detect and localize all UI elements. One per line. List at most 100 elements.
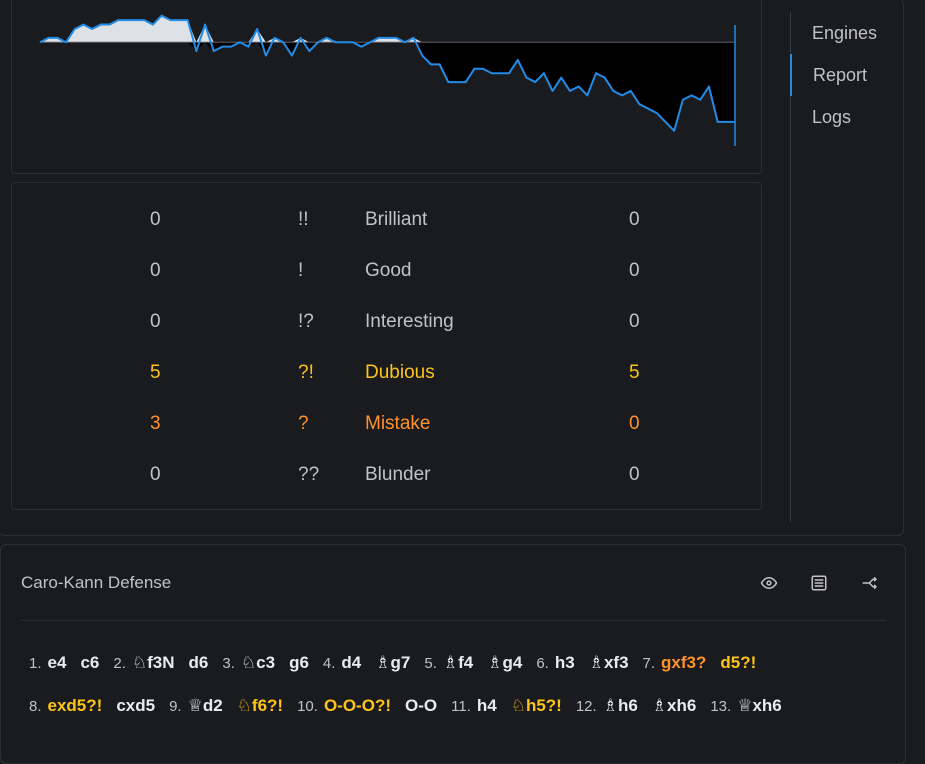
side-tabs: Engines Report Logs — [790, 12, 901, 522]
annotation-label: Good — [365, 260, 412, 281]
piece-icon: ♗ — [442, 653, 459, 672]
move[interactable]: ♗xf3 — [589, 653, 629, 672]
move[interactable]: h3 — [555, 653, 575, 672]
move[interactable]: d6 — [189, 653, 209, 672]
move[interactable]: O-O — [405, 696, 437, 715]
move[interactable]: e4 — [48, 653, 67, 672]
report-row-blunder: 0?? Blunder 0 — [12, 460, 761, 490]
annotation-label: Interesting — [365, 311, 454, 332]
annotation-symbol: !? — [298, 311, 314, 332]
move-san: h3 — [554, 653, 575, 672]
move[interactable]: ♘c3 — [241, 653, 275, 672]
white-count: 5 — [150, 362, 161, 383]
move[interactable]: c6 — [80, 653, 99, 672]
move[interactable]: gxf3? — [661, 653, 706, 672]
annotation-label: Blunder — [365, 464, 431, 485]
white-count: 3 — [150, 413, 161, 434]
move-number: 3. — [222, 655, 235, 672]
move[interactable]: h4 — [477, 696, 497, 715]
piece-icon: ♘ — [131, 653, 148, 672]
move-san: d5?! — [720, 653, 757, 672]
move-number: 9. — [169, 698, 182, 715]
move-san: c3 — [256, 653, 276, 672]
piece-icon: ♗ — [588, 653, 604, 672]
white-count: 0 — [150, 260, 161, 281]
move-number: 2. — [113, 655, 126, 672]
game-notation-panel: Caro-Kann Defense 1. e4 c6 2. ♘f3N d6 3. ♘c3 g6 4… — [0, 544, 906, 764]
move[interactable]: ♗xh6 — [652, 696, 697, 715]
move[interactable]: cxd5 — [116, 696, 155, 715]
report-row-brilliant: 0!! Brilliant 0 — [12, 205, 761, 235]
move-san: O-O — [405, 696, 438, 715]
move[interactable]: ♕d2 — [188, 696, 223, 715]
tab-engines[interactable]: Engines — [812, 23, 878, 43]
move-number: 11. — [451, 698, 471, 715]
tab-report[interactable]: Report — [790, 54, 900, 96]
divider — [21, 620, 886, 621]
share-icon — [862, 577, 877, 589]
move-san: f3N — [147, 653, 175, 672]
move-number: 10. — [297, 698, 318, 715]
move[interactable]: ♗g7 — [375, 653, 410, 672]
share-button[interactable] — [856, 569, 884, 597]
piece-icon: ♗ — [602, 696, 618, 715]
annotation-label: Mistake — [365, 413, 431, 434]
annotation-symbol: ? — [298, 413, 309, 434]
move[interactable]: exd5?! — [48, 696, 103, 715]
move[interactable]: ♘f6?! — [237, 696, 283, 715]
move-san: g6 — [289, 653, 309, 672]
move[interactable]: ♕xh6 — [737, 696, 782, 715]
move[interactable]: ♗g4 — [487, 653, 522, 672]
move-san: g7 — [390, 653, 411, 672]
move[interactable]: d5?! — [720, 653, 756, 672]
move-number: 7. — [642, 655, 656, 672]
report-row-good: 0! Good 0 — [12, 256, 761, 286]
move-san: c6 — [80, 653, 100, 672]
move[interactable]: O-O-O?! — [324, 696, 391, 715]
tab-logs[interactable]: Logs — [812, 107, 852, 127]
move[interactable]: g6 — [289, 653, 309, 672]
annotation-label: Dubious — [365, 362, 435, 383]
report-card: 0!! Brilliant 0 0! Good 0 0!? Interesting 0 5?! Du… — [11, 182, 762, 510]
piece-icon: ♗ — [375, 653, 391, 672]
move-number: 4. — [322, 655, 336, 672]
notation-list-button[interactable] — [805, 569, 833, 597]
move-san: xf3 — [603, 653, 629, 672]
move-number: 8. — [29, 698, 42, 715]
move-san: f6?! — [251, 696, 284, 715]
move-number: 12. — [575, 698, 597, 715]
annotation-symbol: !! — [298, 209, 309, 230]
move-san: d6 — [188, 653, 209, 672]
black-count: 0 — [629, 260, 640, 281]
white-count: 0 — [150, 464, 161, 485]
annotation-symbol: ! — [298, 260, 304, 281]
annotation-label: Brilliant — [365, 209, 428, 230]
piece-icon: ♘ — [236, 696, 252, 715]
eye-icon — [760, 577, 778, 589]
black-count: 0 — [629, 464, 640, 485]
move[interactable]: ♘f3N — [132, 653, 175, 672]
move-san: d4 — [341, 653, 362, 672]
move-san: h6 — [617, 696, 638, 715]
move-line: 8. exd5?! cxd5 9. ♕d2 ♘f6?! 10. O-O-O?! O-O 11. h4… — [29, 696, 796, 716]
move-number: 5. — [424, 655, 437, 672]
annotation-symbol: ?! — [298, 362, 314, 383]
move[interactable]: ♘h5?! — [511, 696, 562, 715]
eval-graph[interactable] — [12, 0, 762, 174]
piece-icon: ♘ — [240, 653, 257, 672]
move[interactable]: ♗f4 — [443, 653, 473, 672]
move-san: cxd5 — [116, 696, 156, 715]
move-san: O-O-O?! — [323, 696, 391, 715]
move-san: e4 — [47, 653, 67, 672]
move-san: f4 — [458, 653, 474, 672]
move-san: h5?! — [525, 696, 562, 715]
move-san: h4 — [476, 696, 497, 715]
move-number: 1. — [29, 655, 42, 672]
report-row-interesting: 0!? Interesting 0 — [12, 307, 761, 337]
move-number: 6. — [536, 655, 549, 672]
white-count: 0 — [150, 209, 161, 230]
move[interactable]: d4 — [341, 653, 361, 672]
toggle-visibility-button[interactable] — [755, 569, 783, 597]
move[interactable]: ♗h6 — [603, 696, 638, 715]
black-count: 0 — [629, 413, 640, 434]
